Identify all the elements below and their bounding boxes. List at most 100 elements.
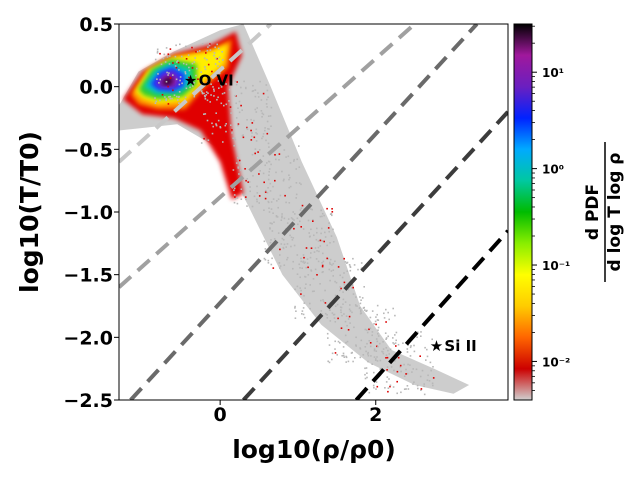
speckle-red <box>188 76 190 79</box>
speckle-grey <box>387 387 390 389</box>
dashed-line-5 <box>354 229 508 400</box>
speckle-grey <box>295 182 298 184</box>
speckle-grey <box>168 72 170 74</box>
speckle-grey <box>220 84 222 86</box>
speckle-grey <box>272 198 275 200</box>
speckle-grey <box>349 322 351 324</box>
speckle-grey <box>392 337 394 339</box>
speckle-grey <box>237 156 239 159</box>
speckle-grey <box>208 76 211 78</box>
speckle-grey <box>415 368 418 371</box>
speckle-red <box>319 239 322 242</box>
speckle-grey <box>355 344 357 346</box>
speckle-grey <box>342 354 345 357</box>
speckle-grey <box>329 263 332 265</box>
speckle-grey <box>194 57 196 59</box>
speckle-grey <box>290 236 293 239</box>
speckle-grey <box>179 43 181 46</box>
speckle-grey <box>212 125 214 128</box>
speckle-grey <box>267 142 270 145</box>
speckle-grey <box>432 366 434 368</box>
speckle-red <box>234 196 236 198</box>
speckle-grey <box>329 301 331 304</box>
speckle-grey <box>331 358 333 361</box>
speckle-grey <box>223 92 226 94</box>
speckle-red <box>405 373 407 375</box>
speckle-grey <box>206 49 209 52</box>
speckle-grey <box>230 124 232 126</box>
speckle-grey <box>308 232 310 234</box>
speckle-red <box>376 345 378 348</box>
speckle-red <box>209 43 211 45</box>
speckle-red <box>385 357 387 359</box>
speckle-grey <box>173 94 176 96</box>
speckle-grey <box>234 197 237 200</box>
speckle-red <box>175 66 178 69</box>
speckle-grey <box>204 68 207 71</box>
speckle-grey <box>213 88 215 91</box>
speckle-grey <box>328 268 331 271</box>
speckle-red <box>172 89 174 92</box>
speckle-red <box>177 61 180 64</box>
speckle-grey <box>224 124 227 127</box>
speckle-grey <box>176 60 179 62</box>
speckle-grey <box>281 215 283 217</box>
speckle-grey <box>424 346 426 349</box>
speckle-grey <box>167 74 169 76</box>
speckle-grey <box>384 387 386 389</box>
speckle-grey <box>281 237 284 240</box>
speckle-grey <box>369 327 372 330</box>
speckle-red <box>312 220 314 222</box>
speckle-grey <box>251 205 254 208</box>
speckle-grey <box>270 201 273 203</box>
speckle-grey <box>413 350 416 353</box>
speckle-grey <box>299 276 301 279</box>
speckle-red <box>205 52 207 54</box>
speckle-red <box>236 81 238 83</box>
speckle-grey <box>407 388 410 390</box>
speckle-grey <box>283 243 286 246</box>
speckle-grey <box>234 80 237 83</box>
speckle-grey <box>371 331 374 333</box>
speckle-grey <box>321 240 324 242</box>
speckle-grey <box>168 63 171 65</box>
speckle-grey <box>218 56 221 59</box>
speckle-red <box>258 195 261 197</box>
speckle-grey <box>390 366 393 368</box>
speckle-grey <box>332 313 335 316</box>
speckle-grey <box>268 168 271 170</box>
speckle-grey <box>379 359 382 362</box>
speckle-grey <box>339 286 341 288</box>
speckle-grey <box>154 97 156 99</box>
speckle-grey <box>211 132 214 135</box>
speckle-grey <box>213 52 216 54</box>
speckle-grey <box>345 356 348 359</box>
speckle-grey <box>307 219 310 222</box>
speckle-grey <box>211 122 213 125</box>
speckle-grey <box>426 348 428 351</box>
speckle-grey <box>243 80 245 83</box>
speckle-grey <box>259 80 261 83</box>
y-tick-label: 0.0 <box>79 77 113 99</box>
speckle-grey <box>394 360 396 362</box>
speckle-grey <box>181 82 183 85</box>
speckle-grey <box>204 113 207 115</box>
speckle-grey <box>188 66 190 69</box>
speckle-grey <box>270 106 273 109</box>
speckle-grey <box>387 311 389 314</box>
speckle-red <box>246 126 248 129</box>
speckle-grey <box>314 268 317 271</box>
speckle-grey <box>233 137 236 139</box>
speckle-grey <box>304 316 306 319</box>
speckle-grey <box>268 170 270 173</box>
speckle-grey <box>310 228 312 231</box>
speckle-grey <box>289 185 292 188</box>
speckle-grey <box>178 83 181 86</box>
speckle-grey <box>179 79 181 82</box>
speckle-grey <box>266 120 269 123</box>
speckle-grey <box>365 350 367 353</box>
speckle-grey <box>257 96 260 98</box>
speckle-grey <box>206 80 209 83</box>
speckle-grey <box>430 369 432 372</box>
speckle-grey <box>166 71 168 74</box>
